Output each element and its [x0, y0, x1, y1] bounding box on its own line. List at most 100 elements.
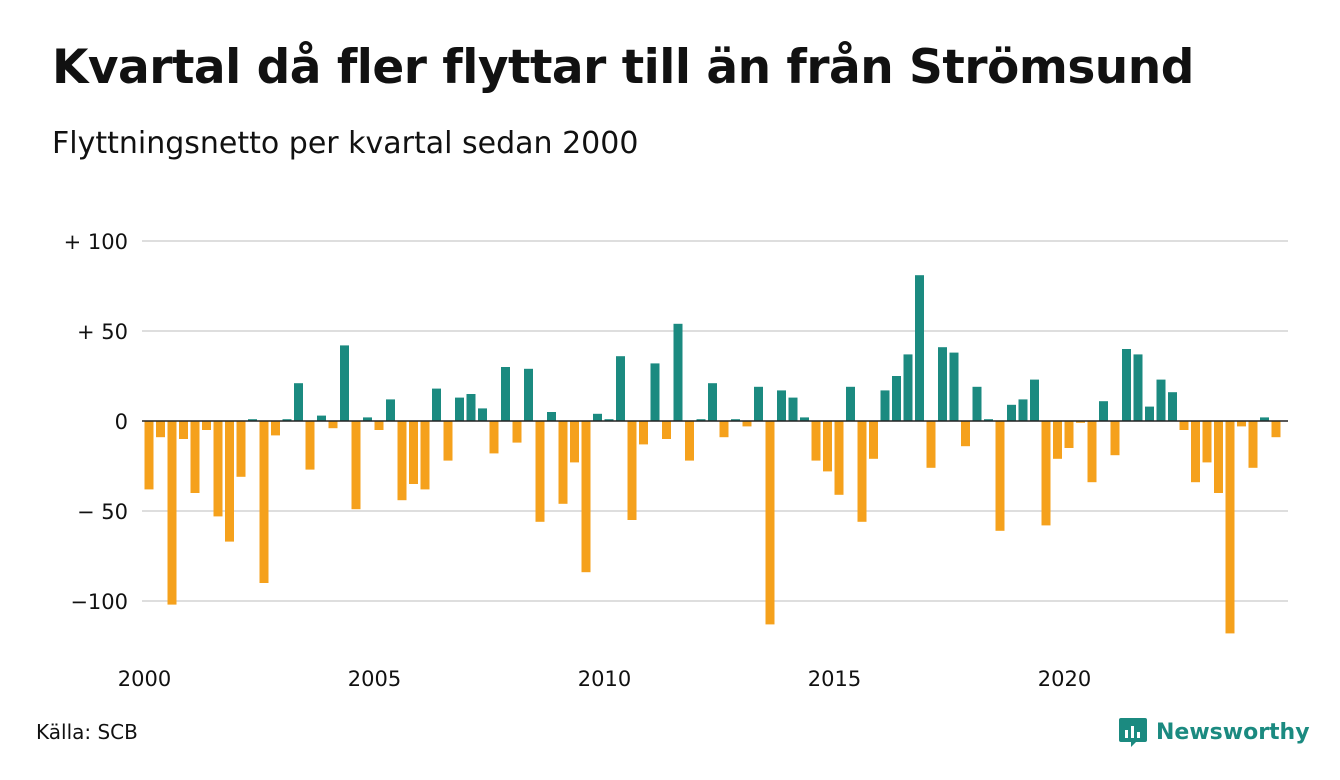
bar	[466, 394, 476, 421]
bar	[259, 421, 269, 583]
bar	[179, 421, 188, 439]
y-tick-label: + 100	[64, 230, 128, 254]
bar	[616, 356, 625, 421]
bar	[144, 421, 154, 490]
chart-grid	[142, 240, 1288, 602]
bar	[673, 323, 683, 421]
x-tick-label: 2010	[578, 667, 631, 691]
bar	[639, 421, 648, 445]
bar	[1248, 421, 1258, 468]
brand-name: Newsworthy	[1156, 719, 1310, 745]
bar	[558, 421, 568, 504]
bar	[857, 421, 867, 522]
bar	[719, 421, 729, 438]
bar	[190, 421, 200, 493]
bar	[535, 421, 545, 522]
bar	[926, 421, 936, 468]
bar	[754, 386, 763, 421]
bar	[1168, 392, 1177, 421]
bar	[524, 368, 533, 421]
x-tick-label: 2005	[348, 667, 401, 691]
bar	[995, 421, 1005, 531]
bar	[156, 421, 165, 438]
chart-subtitle: Flyttningsnetto per kvartal sedan 2000	[52, 126, 639, 161]
bar	[1122, 349, 1131, 421]
bar	[282, 419, 292, 421]
x-tick-label: 2000	[118, 667, 171, 691]
bar	[489, 421, 499, 454]
bar	[1202, 421, 1212, 463]
bar	[1018, 399, 1028, 421]
bar	[547, 412, 556, 421]
bar	[501, 367, 510, 421]
bar	[949, 352, 959, 421]
brand-logo: Newsworthy	[1118, 715, 1310, 749]
bar	[708, 383, 717, 421]
bar	[869, 421, 878, 459]
bar	[294, 383, 303, 421]
bar	[202, 421, 211, 430]
bar	[1133, 354, 1143, 421]
bar	[248, 419, 257, 421]
bar	[892, 376, 901, 421]
y-tick-label: 0	[115, 410, 128, 434]
bar	[731, 419, 740, 421]
x-axis-labels: 2000 2005 2010 2015 2020	[118, 667, 1091, 691]
bar	[1237, 421, 1246, 427]
bar	[1145, 406, 1154, 421]
bar	[984, 419, 993, 421]
bar	[271, 421, 280, 436]
bar	[823, 421, 832, 472]
bar	[972, 386, 982, 421]
bar	[340, 345, 349, 421]
bar	[455, 397, 464, 421]
bar	[420, 421, 430, 490]
bar	[374, 421, 384, 430]
bar	[1041, 421, 1051, 526]
x-tick-label: 2015	[808, 667, 861, 691]
newsworthy-logo-icon	[1119, 718, 1147, 747]
bar	[225, 421, 234, 542]
bar	[811, 421, 821, 461]
y-tick-label: − 50	[77, 500, 128, 524]
bar	[1156, 379, 1166, 421]
chart-title: Kvartal då fler flyttar till än från Str…	[52, 40, 1194, 95]
bar	[1214, 421, 1223, 493]
bar	[627, 421, 637, 520]
bar	[593, 413, 602, 421]
bar	[1191, 421, 1200, 483]
bar	[1064, 421, 1074, 448]
bar	[938, 347, 947, 421]
bar	[570, 421, 579, 463]
bar	[880, 390, 890, 421]
bar	[409, 421, 418, 484]
bar	[1087, 421, 1097, 483]
bar	[604, 419, 614, 421]
bar	[788, 397, 798, 421]
bar	[834, 421, 844, 495]
bar	[1007, 404, 1016, 421]
bar	[662, 421, 671, 439]
bar	[1260, 417, 1269, 421]
bar	[650, 363, 660, 421]
bar	[777, 390, 786, 421]
bar	[1030, 379, 1039, 421]
bar	[386, 399, 395, 421]
bar	[351, 421, 361, 510]
bar	[443, 421, 453, 461]
bar	[961, 421, 970, 447]
bar	[478, 408, 487, 421]
bar	[1110, 421, 1120, 456]
bar	[317, 415, 326, 421]
bar	[581, 421, 591, 573]
bar	[1099, 401, 1108, 421]
bar	[1076, 421, 1085, 423]
y-axis-labels: + 100 + 50 0 − 50 −100	[64, 230, 128, 614]
bar	[1179, 421, 1189, 430]
bar	[846, 386, 855, 421]
bar	[397, 421, 407, 501]
y-tick-label: −100	[70, 590, 128, 614]
bar	[742, 421, 752, 427]
chart-bars	[144, 275, 1281, 634]
bar	[1271, 421, 1281, 438]
